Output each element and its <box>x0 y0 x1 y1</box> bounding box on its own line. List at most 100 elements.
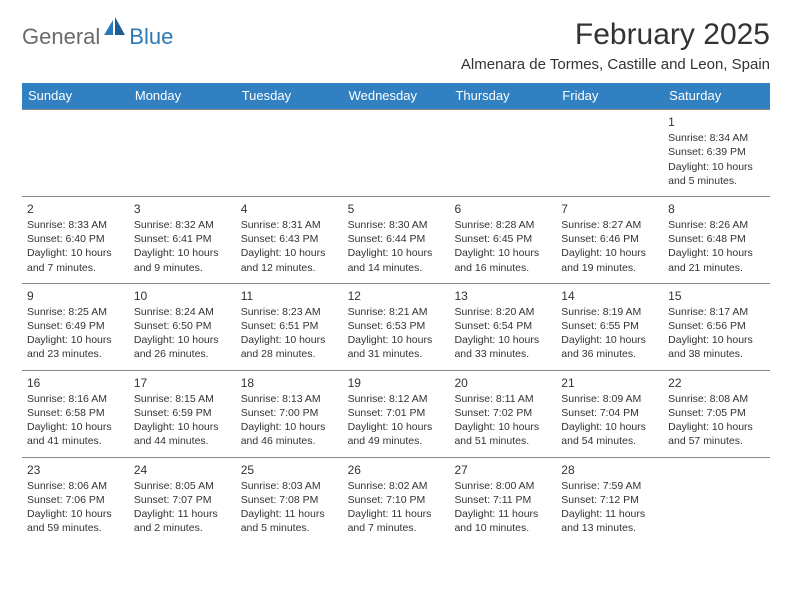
logo-text-blue: Blue <box>129 24 173 50</box>
day-day1: Daylight: 11 hours <box>454 507 551 521</box>
day-sunset: Sunset: 6:51 PM <box>241 319 338 333</box>
day-cell: 18Sunrise: 8:13 AMSunset: 7:00 PMDayligh… <box>236 371 343 457</box>
day-cell: 17Sunrise: 8:15 AMSunset: 6:59 PMDayligh… <box>129 371 236 457</box>
day-cell-empty <box>22 110 129 196</box>
day-header: Thursday <box>449 83 556 109</box>
day-day1: Daylight: 10 hours <box>241 246 338 260</box>
day-number: 17 <box>134 375 231 391</box>
day-sunset: Sunset: 7:06 PM <box>27 493 124 507</box>
week-row: 23Sunrise: 8:06 AMSunset: 7:06 PMDayligh… <box>22 457 770 544</box>
day-day2: and 59 minutes. <box>27 521 124 535</box>
day-day1: Daylight: 10 hours <box>454 246 551 260</box>
day-number: 2 <box>27 201 124 217</box>
day-sunset: Sunset: 7:05 PM <box>668 406 765 420</box>
day-cell: 21Sunrise: 8:09 AMSunset: 7:04 PMDayligh… <box>556 371 663 457</box>
day-number: 16 <box>27 375 124 391</box>
day-day2: and 12 minutes. <box>241 261 338 275</box>
day-number: 14 <box>561 288 658 304</box>
day-sunset: Sunset: 7:12 PM <box>561 493 658 507</box>
day-sunset: Sunset: 6:56 PM <box>668 319 765 333</box>
day-day1: Daylight: 10 hours <box>561 333 658 347</box>
day-sunrise: Sunrise: 8:28 AM <box>454 218 551 232</box>
day-sunset: Sunset: 7:10 PM <box>348 493 445 507</box>
day-day2: and 38 minutes. <box>668 347 765 361</box>
day-number: 12 <box>348 288 445 304</box>
month-title: February 2025 <box>461 18 770 52</box>
day-header: Tuesday <box>236 83 343 109</box>
day-sunrise: Sunrise: 8:34 AM <box>668 131 765 145</box>
day-day2: and 21 minutes. <box>668 261 765 275</box>
day-day1: Daylight: 10 hours <box>668 420 765 434</box>
day-sunrise: Sunrise: 8:26 AM <box>668 218 765 232</box>
day-number: 1 <box>668 114 765 130</box>
day-day2: and 10 minutes. <box>454 521 551 535</box>
day-number: 24 <box>134 462 231 478</box>
calendar: SundayMondayTuesdayWednesdayThursdayFrid… <box>22 83 770 543</box>
day-cell: 23Sunrise: 8:06 AMSunset: 7:06 PMDayligh… <box>22 458 129 544</box>
day-number: 21 <box>561 375 658 391</box>
day-sunrise: Sunrise: 8:17 AM <box>668 305 765 319</box>
day-sunrise: Sunrise: 7:59 AM <box>561 479 658 493</box>
day-day1: Daylight: 10 hours <box>241 420 338 434</box>
day-day2: and 5 minutes. <box>668 174 765 188</box>
day-day1: Daylight: 10 hours <box>27 246 124 260</box>
location: Almenara de Tormes, Castille and Leon, S… <box>461 56 770 73</box>
day-day2: and 23 minutes. <box>27 347 124 361</box>
title-block: February 2025 Almenara de Tormes, Castil… <box>461 18 770 73</box>
day-number: 27 <box>454 462 551 478</box>
header: General Blue February 2025 Almenara de T… <box>22 18 770 73</box>
day-cell-empty <box>663 458 770 544</box>
day-header: Sunday <box>22 83 129 109</box>
day-cell: 27Sunrise: 8:00 AMSunset: 7:11 PMDayligh… <box>449 458 556 544</box>
day-sunrise: Sunrise: 8:00 AM <box>454 479 551 493</box>
day-sunset: Sunset: 7:11 PM <box>454 493 551 507</box>
day-sunset: Sunset: 6:53 PM <box>348 319 445 333</box>
day-sunrise: Sunrise: 8:13 AM <box>241 392 338 406</box>
day-day2: and 16 minutes. <box>454 261 551 275</box>
day-number: 26 <box>348 462 445 478</box>
day-sunrise: Sunrise: 8:19 AM <box>561 305 658 319</box>
day-day2: and 31 minutes. <box>348 347 445 361</box>
day-sunrise: Sunrise: 8:05 AM <box>134 479 231 493</box>
day-cell: 26Sunrise: 8:02 AMSunset: 7:10 PMDayligh… <box>343 458 450 544</box>
day-cell-empty <box>556 110 663 196</box>
day-day1: Daylight: 10 hours <box>27 333 124 347</box>
day-cell-empty <box>236 110 343 196</box>
day-sunrise: Sunrise: 8:30 AM <box>348 218 445 232</box>
day-sunrise: Sunrise: 8:20 AM <box>454 305 551 319</box>
day-sunset: Sunset: 6:58 PM <box>27 406 124 420</box>
day-sunset: Sunset: 7:08 PM <box>241 493 338 507</box>
day-day2: and 33 minutes. <box>454 347 551 361</box>
day-sunrise: Sunrise: 8:11 AM <box>454 392 551 406</box>
day-header: Friday <box>556 83 663 109</box>
day-headers-row: SundayMondayTuesdayWednesdayThursdayFrid… <box>22 83 770 109</box>
day-number: 28 <box>561 462 658 478</box>
day-day2: and 49 minutes. <box>348 434 445 448</box>
day-cell: 5Sunrise: 8:30 AMSunset: 6:44 PMDaylight… <box>343 197 450 283</box>
day-day1: Daylight: 10 hours <box>27 420 124 434</box>
day-day2: and 54 minutes. <box>561 434 658 448</box>
day-cell-empty <box>343 110 450 196</box>
day-sunrise: Sunrise: 8:31 AM <box>241 218 338 232</box>
day-day2: and 19 minutes. <box>561 261 658 275</box>
day-day2: and 5 minutes. <box>241 521 338 535</box>
day-day1: Daylight: 10 hours <box>348 420 445 434</box>
day-day1: Daylight: 10 hours <box>348 246 445 260</box>
day-cell: 1Sunrise: 8:34 AMSunset: 6:39 PMDaylight… <box>663 110 770 196</box>
day-day2: and 51 minutes. <box>454 434 551 448</box>
day-sunset: Sunset: 6:46 PM <box>561 232 658 246</box>
day-header: Saturday <box>663 83 770 109</box>
logo-sail-icon <box>104 17 126 42</box>
day-cell-empty <box>449 110 556 196</box>
day-number: 6 <box>454 201 551 217</box>
day-day1: Daylight: 10 hours <box>454 420 551 434</box>
day-cell: 9Sunrise: 8:25 AMSunset: 6:49 PMDaylight… <box>22 284 129 370</box>
day-cell: 3Sunrise: 8:32 AMSunset: 6:41 PMDaylight… <box>129 197 236 283</box>
day-day1: Daylight: 10 hours <box>454 333 551 347</box>
day-number: 18 <box>241 375 338 391</box>
day-day1: Daylight: 10 hours <box>348 333 445 347</box>
day-sunrise: Sunrise: 8:08 AM <box>668 392 765 406</box>
day-sunrise: Sunrise: 8:27 AM <box>561 218 658 232</box>
week-row: 2Sunrise: 8:33 AMSunset: 6:40 PMDaylight… <box>22 196 770 283</box>
day-day1: Daylight: 10 hours <box>134 246 231 260</box>
